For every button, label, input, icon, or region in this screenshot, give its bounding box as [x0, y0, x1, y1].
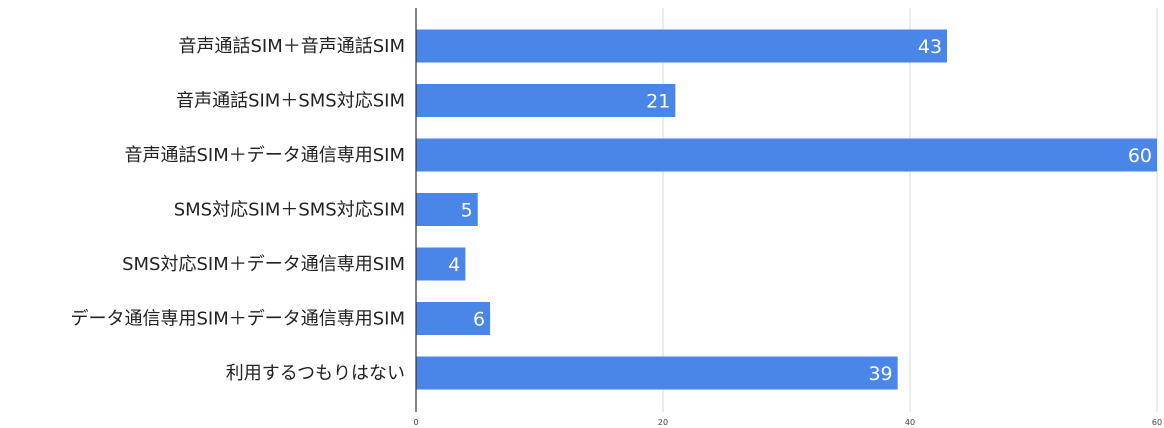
category-label: 利用するつもりはない	[226, 363, 405, 384]
bar-value-label: 39	[868, 363, 892, 385]
category-label: 音声通話SIM＋SMS対応SIM	[176, 91, 405, 112]
bar	[416, 193, 478, 226]
bar	[416, 84, 676, 117]
bar-value-label: 5	[461, 200, 473, 222]
category-label: データ通信専用SIM＋データ通信専用SIM	[70, 309, 405, 330]
category-label: 音声通話SIM＋データ通信専用SIM	[124, 145, 405, 166]
bar	[416, 247, 466, 281]
category-label: SMS対応SIM＋データ通信専用SIM	[122, 254, 405, 275]
bar	[416, 138, 1157, 172]
x-tick-label: 40	[905, 418, 915, 427]
bar	[416, 356, 898, 390]
bar-value-label: 4	[448, 254, 460, 276]
x-tick-label: 0	[413, 418, 418, 427]
x-tick-label: 60	[1152, 418, 1162, 427]
bar-value-label: 60	[1128, 145, 1152, 167]
category-label: 音声通話SIM＋音声通話SIM	[178, 36, 405, 57]
category-label: SMS対応SIM＋SMS対応SIM	[174, 200, 405, 221]
bar	[416, 302, 491, 335]
bar-value-label: 21	[646, 91, 670, 113]
bar	[416, 29, 948, 63]
bar-value-label: 6	[473, 309, 485, 331]
x-tick-label: 20	[658, 418, 668, 427]
bar-value-label: 43	[918, 36, 942, 58]
